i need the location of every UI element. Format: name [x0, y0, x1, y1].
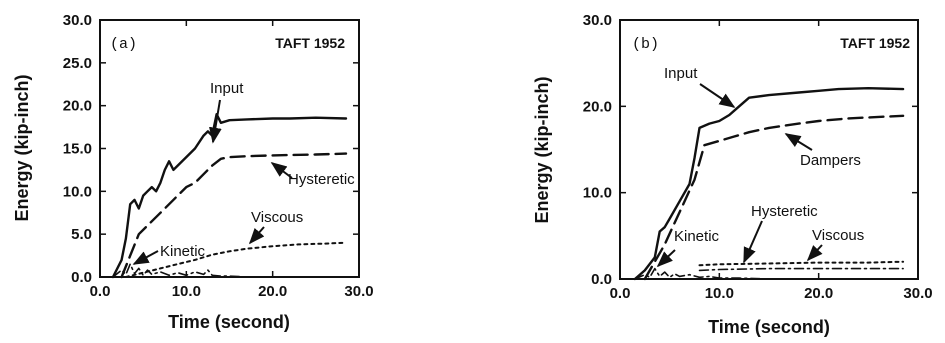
- panel-a-title: TAFT 1952: [275, 35, 345, 51]
- panel-a-arrow-kinetic: [132, 250, 159, 265]
- series-line-hysteretic: [120, 152, 348, 279]
- y-tick-label: 10.0: [583, 185, 612, 202]
- panel-b-annotation-input: Input: [664, 65, 698, 82]
- panel-b-arrow-dampers: [784, 133, 813, 151]
- y-tick-label: 25.0: [63, 55, 92, 72]
- panel-b-y-axis-title: Energy (kip-inch): [532, 76, 552, 223]
- panel-b-annotation-kinetic: Kinetic: [674, 228, 720, 245]
- panel-b-arrow-kinetic: [656, 249, 676, 268]
- y-tick-label: 0.0: [71, 269, 92, 286]
- series-line-dampers: [643, 114, 905, 281]
- x-tick-label: 0.0: [610, 285, 631, 302]
- series-line-input: [111, 112, 348, 279]
- panel-a-annotation-hysteretic: Hysteretic: [288, 171, 355, 188]
- y-tick-label: 30.0: [583, 12, 612, 29]
- chart-panel-b: 0.0 10.0 20.0 30.0 0.0 10.0 20.0 30.0 (b) TAFT …: [532, 12, 933, 337]
- panel-a-arrow-input: [209, 99, 222, 144]
- plot-a-ticks: 0.0 10.0 20.0 30.0 0.0 5.0 10.0 15.0 20.0 25.0 30.…: [63, 12, 374, 300]
- plot-a-content: [111, 112, 348, 279]
- panel-a-arrow-viscous: [248, 226, 265, 245]
- panel-b-annotation-hysteretic: Hysteretic: [751, 203, 818, 220]
- y-tick-label: 15.0: [63, 141, 92, 158]
- panel-b-annotation-viscous: Viscous: [812, 227, 864, 244]
- panel-a-arrow-hysteretic: [270, 162, 293, 179]
- panel-a-annotation-viscous: Viscous: [251, 209, 303, 226]
- panel-a-label: (a): [110, 36, 137, 53]
- panel-b-arrow-input: [699, 83, 736, 108]
- y-tick-label: 0.0: [591, 271, 612, 288]
- x-tick-label: 10.0: [172, 283, 201, 300]
- panel-b-label: (b): [632, 36, 659, 53]
- x-tick-label: 0.0: [90, 283, 111, 300]
- panel-b-annotation-dampers: Dampers: [800, 152, 861, 169]
- series-line-viscous: [698, 260, 905, 267]
- series-line-input: [633, 86, 905, 281]
- x-tick-label: 10.0: [705, 285, 734, 302]
- x-tick-label: 30.0: [903, 285, 932, 302]
- y-tick-label: 20.0: [583, 98, 612, 115]
- panel-b-arrow-viscous: [806, 244, 823, 262]
- y-tick-label: 5.0: [71, 226, 92, 243]
- chart-panel-a: 0.0 10.0 20.0 30.0 0.0 5.0 10.0 15.0 20.0 25.0 30.…: [12, 12, 374, 332]
- panel-a-annotation-input: Input: [210, 80, 244, 97]
- y-tick-label: 20.0: [63, 98, 92, 115]
- series-line-viscous: [124, 241, 347, 278]
- y-tick-label: 10.0: [63, 183, 92, 200]
- y-tick-label: 30.0: [63, 12, 92, 29]
- panel-a-x-axis-title: Time (second): [168, 312, 290, 332]
- panel-a-annotation-kinetic: Kinetic: [160, 243, 206, 260]
- panel-b-arrow-hysteretic: [743, 220, 763, 264]
- series-line-hysteretic: [698, 267, 904, 272]
- series-line-kinetic: [634, 267, 904, 280]
- plot-b-content: [633, 86, 905, 281]
- series-line-kinetic: [112, 263, 347, 278]
- x-tick-label: 30.0: [344, 283, 373, 300]
- panel-a-y-axis-title: Energy (kip-inch): [12, 74, 32, 221]
- panel-b-x-axis-title: Time (second): [708, 317, 830, 337]
- plot-b-frame: [619, 19, 919, 280]
- plot-a-frame: [99, 19, 360, 278]
- x-tick-label: 20.0: [804, 285, 833, 302]
- x-tick-label: 20.0: [258, 283, 287, 300]
- plot-b-ticks: 0.0 10.0 20.0 30.0 0.0 10.0 20.0 30.0: [583, 12, 933, 302]
- panel-b-title: TAFT 1952: [840, 35, 910, 51]
